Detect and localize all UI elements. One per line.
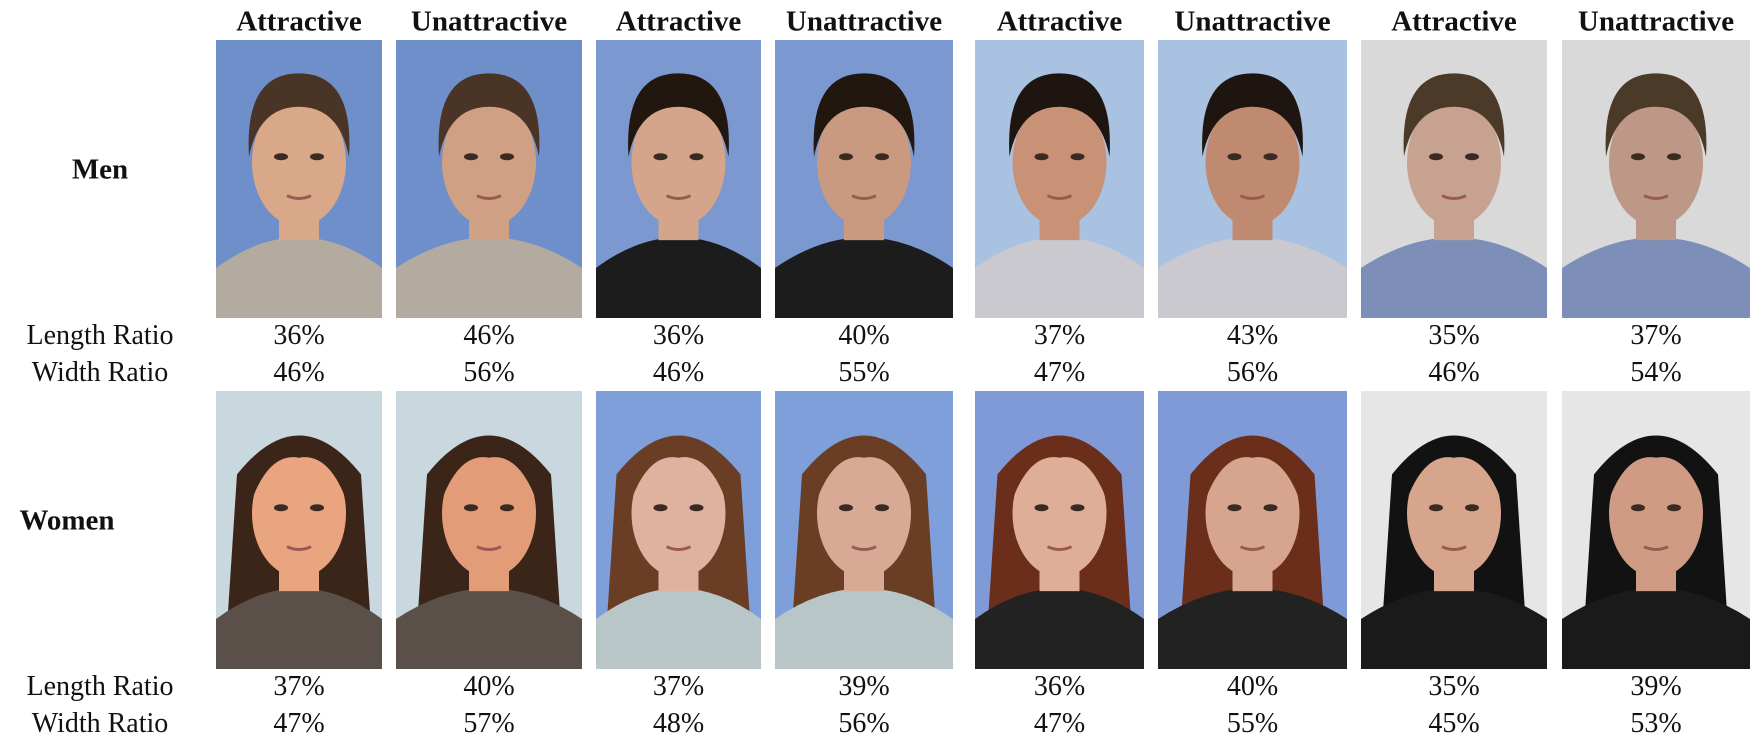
figure: Attractive Unattractive Attractive Unattrac…	[0, 0, 1753, 741]
ratio-label: Length Ratio	[27, 671, 174, 703]
width-ratio: 54%	[1630, 357, 1681, 389]
width-ratio: 55%	[838, 357, 889, 389]
row-label: Men	[72, 154, 128, 187]
width-ratio: 56%	[838, 708, 889, 740]
face-photo	[396, 391, 582, 669]
width-ratio: 46%	[273, 357, 324, 389]
ratio-label: Width Ratio	[32, 708, 169, 740]
face-photo	[596, 391, 761, 669]
width-ratio: 46%	[653, 357, 704, 389]
row-label: Women	[19, 505, 114, 538]
length-ratio: 39%	[1630, 671, 1681, 703]
length-ratio: 36%	[1034, 671, 1085, 703]
column-header: Attractive	[236, 6, 362, 39]
column-header: Unattractive	[786, 6, 942, 39]
face-photo	[216, 391, 382, 669]
column-header: Unattractive	[1174, 6, 1330, 39]
width-ratio: 53%	[1630, 708, 1681, 740]
width-ratio: 46%	[1428, 357, 1479, 389]
ratio-label: Length Ratio	[27, 320, 174, 352]
length-ratio: 36%	[273, 320, 324, 352]
length-ratio: 36%	[653, 320, 704, 352]
face-photo	[1562, 391, 1750, 669]
length-ratio: 39%	[838, 671, 889, 703]
width-ratio: 47%	[1034, 708, 1085, 740]
width-ratio: 45%	[1428, 708, 1479, 740]
face-photo	[596, 40, 761, 318]
ratio-label: Width Ratio	[32, 357, 169, 389]
width-ratio: 57%	[463, 708, 514, 740]
length-ratio: 37%	[273, 671, 324, 703]
face-photo	[1361, 391, 1547, 669]
face-photo	[1158, 391, 1347, 669]
length-ratio: 43%	[1227, 320, 1278, 352]
face-photo	[1158, 40, 1347, 318]
width-ratio: 47%	[273, 708, 324, 740]
length-ratio: 40%	[463, 671, 514, 703]
length-ratio: 46%	[463, 320, 514, 352]
column-header: Unattractive	[1578, 6, 1734, 39]
face-photo	[1361, 40, 1547, 318]
width-ratio: 47%	[1034, 357, 1085, 389]
length-ratio: 37%	[653, 671, 704, 703]
column-header: Attractive	[1391, 6, 1517, 39]
face-photo	[396, 40, 582, 318]
length-ratio: 37%	[1034, 320, 1085, 352]
length-ratio: 40%	[1227, 671, 1278, 703]
width-ratio: 48%	[653, 708, 704, 740]
width-ratio: 55%	[1227, 708, 1278, 740]
face-photo	[216, 40, 382, 318]
face-photo	[975, 40, 1144, 318]
column-header: Unattractive	[411, 6, 567, 39]
face-photo	[775, 40, 953, 318]
face-photo	[775, 391, 953, 669]
column-header: Attractive	[997, 6, 1123, 39]
length-ratio: 37%	[1630, 320, 1681, 352]
width-ratio: 56%	[1227, 357, 1278, 389]
face-photo	[1562, 40, 1750, 318]
length-ratio: 35%	[1428, 671, 1479, 703]
face-photo	[975, 391, 1144, 669]
length-ratio: 40%	[838, 320, 889, 352]
width-ratio: 56%	[463, 357, 514, 389]
length-ratio: 35%	[1428, 320, 1479, 352]
column-header: Attractive	[616, 6, 742, 39]
